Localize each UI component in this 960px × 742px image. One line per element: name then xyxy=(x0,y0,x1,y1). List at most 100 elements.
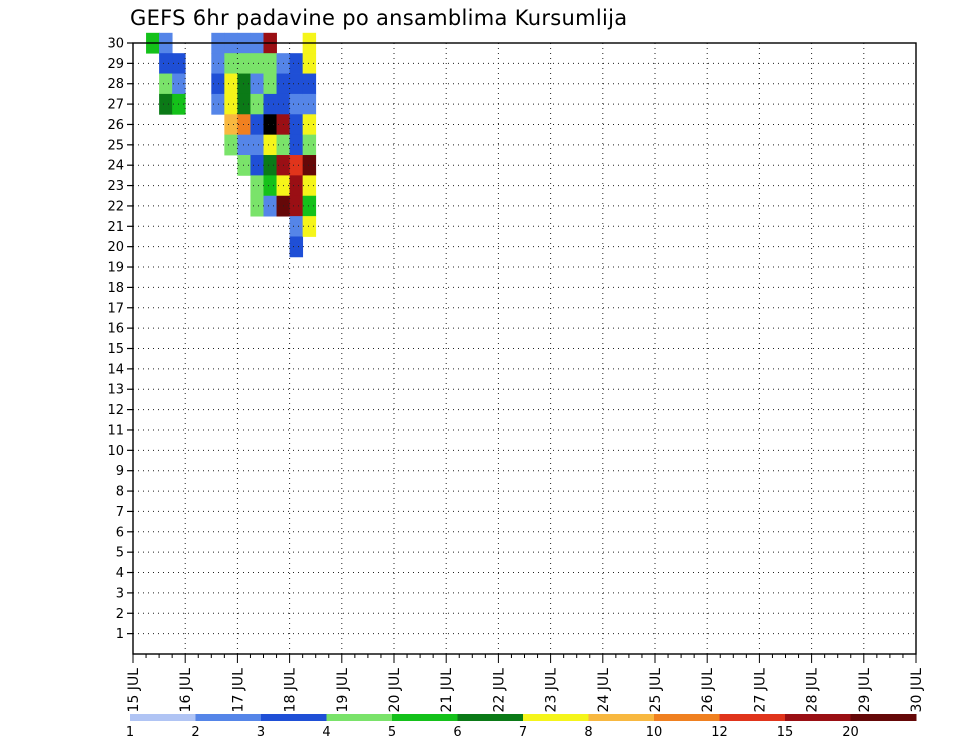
x-tick-label: 22 JUL xyxy=(491,668,507,713)
y-tick-label: 9 xyxy=(116,464,124,479)
heatmap-cell-58 xyxy=(289,195,304,217)
y-tick-label: 23 xyxy=(107,179,124,194)
x-tick-label: 18 JUL xyxy=(283,668,299,713)
heatmap-cell-38 xyxy=(263,114,277,136)
heatmap-cell-20 xyxy=(237,73,251,95)
heatmap-cell-63 xyxy=(302,73,317,95)
heatmap-cell-37 xyxy=(263,93,277,115)
y-tick-label: 4 xyxy=(116,566,124,581)
colorbar-swatch xyxy=(261,714,327,721)
y-tick-label: 22 xyxy=(107,199,124,214)
y-tick-label: 12 xyxy=(107,403,124,418)
colorbar-swatch xyxy=(392,714,458,721)
heatmap-cell-57 xyxy=(289,175,304,197)
heatmap-cell-64 xyxy=(302,93,317,115)
y-tick-label: 24 xyxy=(107,159,124,174)
heatmap-cell-28 xyxy=(250,93,264,115)
heatmap-cell-23 xyxy=(237,134,251,156)
colorbar-swatch xyxy=(130,714,196,721)
heatmap-cell-35 xyxy=(263,53,277,74)
y-tick-label: 27 xyxy=(107,98,124,113)
heatmap-cell-31 xyxy=(250,155,264,176)
colorbar-swatch xyxy=(195,714,262,721)
y-tick-label: 10 xyxy=(107,444,124,459)
x-tick-label: 30 JUL xyxy=(909,668,925,713)
colorbar-swatch xyxy=(654,714,720,721)
heatmap-cell-39 xyxy=(263,134,277,156)
x-tick-label: 17 JUL xyxy=(230,668,246,713)
x-tick-label: 19 JUL xyxy=(335,668,351,713)
heatmap-cell-17 xyxy=(224,134,238,156)
colorbar: 1 2 3 4 5 6 7 8 10 12 15 20 xyxy=(126,714,917,740)
colorbar-swatch xyxy=(850,714,917,721)
heatmap-cell-27 xyxy=(250,73,264,95)
colorbar-label: 20 xyxy=(842,725,859,740)
y-tick-label: 6 xyxy=(116,525,124,540)
colorbar-label: 2 xyxy=(191,725,199,740)
colorbar-swatch xyxy=(785,714,851,721)
heatmap-cell-14 xyxy=(224,73,238,95)
colorbar-label: 7 xyxy=(519,725,527,740)
x-tick-label: 26 JUL xyxy=(700,668,716,713)
x-axis: 15 JUL 16 JUL 17 JUL 18 JUL 19 JUL 20 JUL 21 J… xyxy=(126,654,925,712)
heatmap-cell-13 xyxy=(224,53,238,74)
heatmap-cell-4 xyxy=(159,73,173,95)
y-tick-label: 1 xyxy=(116,627,124,642)
x-tick-label: 16 JUL xyxy=(178,668,194,713)
colorbar-label: 15 xyxy=(777,725,794,740)
heatmap-cell-30 xyxy=(250,134,264,156)
heatmap-cell-60 xyxy=(289,236,304,258)
heatmap-cell-33 xyxy=(250,195,264,217)
colorbar-swatch xyxy=(523,714,589,721)
x-tick-label: 24 JUL xyxy=(596,668,612,713)
heatmap-cell-40 xyxy=(263,155,277,176)
colorbar-label: 10 xyxy=(646,725,663,740)
heatmap-cell-51 xyxy=(289,53,304,74)
colorbar-swatch xyxy=(457,714,524,721)
y-tick-label: 7 xyxy=(116,505,124,520)
y-tick-label: 14 xyxy=(107,362,124,377)
heatmap-cell-55 xyxy=(289,134,304,156)
heatmap-cell-54 xyxy=(289,114,304,136)
heatmap-cell-66 xyxy=(302,134,317,156)
colorbar-swatch xyxy=(326,714,393,721)
heatmap-cell-59 xyxy=(289,216,304,237)
heatmap-cell-19 xyxy=(237,53,251,74)
heatmap-cells xyxy=(146,32,317,258)
y-tick-label: 25 xyxy=(107,138,124,153)
x-tick-label: 25 JUL xyxy=(648,668,664,713)
colorbar-label: 5 xyxy=(388,725,396,740)
heatmap-cell-36 xyxy=(263,73,277,95)
colorbar-label: 12 xyxy=(711,725,728,740)
x-tick-label: 29 JUL xyxy=(857,668,873,713)
heatmap-cell-26 xyxy=(250,53,264,74)
heatmap-cell-53 xyxy=(289,93,304,115)
y-tick-label: 21 xyxy=(107,220,124,235)
y-tick-label: 16 xyxy=(107,322,124,337)
y-tick-label: 11 xyxy=(107,423,124,438)
heatmap-cell-56 xyxy=(289,155,304,176)
y-tick-label: 17 xyxy=(107,301,124,316)
x-tick-label: 20 JUL xyxy=(387,668,403,713)
y-tick-label: 30 xyxy=(107,37,124,52)
x-tick-label: 28 JUL xyxy=(805,668,821,713)
heatmap-cell-68 xyxy=(302,175,317,197)
y-tick-label: 18 xyxy=(107,281,124,296)
y-tick-label: 8 xyxy=(116,485,124,500)
heatmap-cell-62 xyxy=(302,53,317,74)
y-tick-label: 20 xyxy=(107,240,124,255)
heatmap-cell-52 xyxy=(289,73,304,95)
colorbar-swatch xyxy=(719,714,786,721)
x-tick-label: 21 JUL xyxy=(439,668,455,713)
heatmap-cell-42 xyxy=(263,195,277,217)
x-tick-label: 23 JUL xyxy=(544,668,560,713)
heatmap-cell-2 xyxy=(159,53,173,74)
heatmap-cell-69 xyxy=(302,195,317,217)
heatmap-cell-22 xyxy=(237,114,251,136)
heatmap-cell-41 xyxy=(263,175,277,197)
heatmap-cell-16 xyxy=(224,114,238,136)
colorbar-swatch xyxy=(588,714,655,721)
y-tick-label: 2 xyxy=(116,607,124,622)
x-tick-label: 27 JUL xyxy=(752,668,768,713)
